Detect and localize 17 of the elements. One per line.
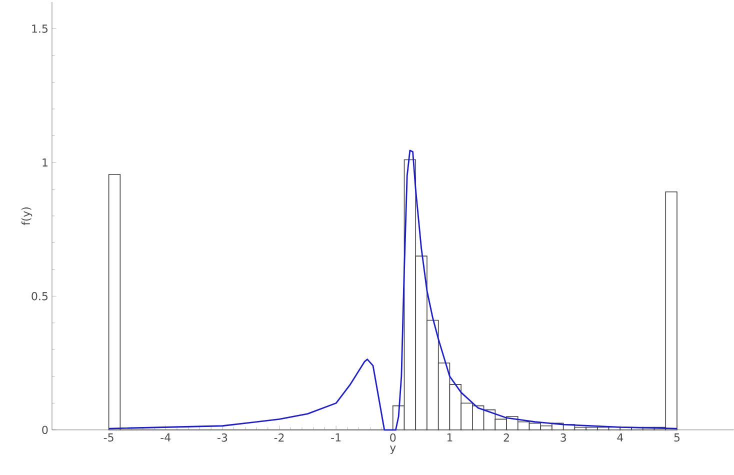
x-tick-label: -3 (217, 433, 228, 442)
x-tick-label: 0 (390, 433, 396, 442)
x-tick-label: -1 (331, 433, 341, 442)
x-tick-label: 4 (617, 433, 624, 442)
x-tick-label: 1 (447, 433, 452, 442)
x-tick-label: 3 (560, 433, 566, 442)
x-tick-label: -5 (104, 433, 114, 442)
x-tick-label: -4 (160, 433, 170, 442)
x-tick-label: 5 (674, 433, 680, 442)
y-tick-label: 1 (42, 158, 48, 167)
y-tick-label: 1.5 (32, 24, 48, 33)
y-tick-label: 0.5 (32, 292, 48, 300)
x-axis-title: y (390, 446, 396, 454)
x-tick-label: 2 (504, 433, 509, 442)
y-tick-label: 0 (42, 426, 48, 434)
y-axis-title: f(y) (21, 207, 32, 226)
x-tick-label: -2 (274, 433, 284, 442)
